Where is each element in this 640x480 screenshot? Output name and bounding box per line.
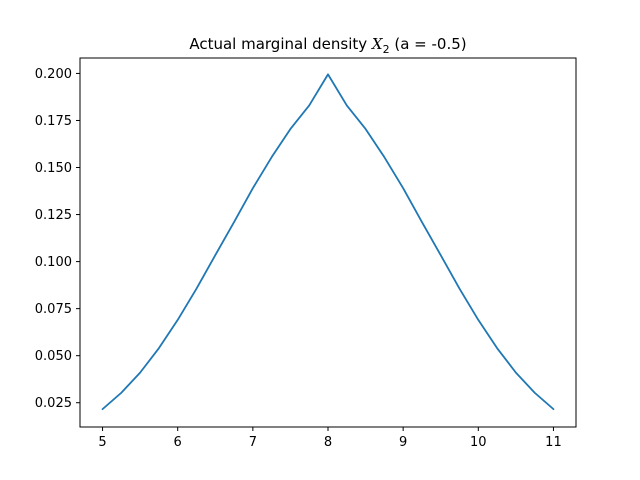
y-tick-label-2: 0.075 <box>35 302 72 317</box>
x-tick-label-3: 8 <box>324 435 332 450</box>
y-tick-label-1: 0.050 <box>35 349 72 364</box>
chart-title-subscript: 2 <box>383 43 390 56</box>
y-tick-label-3: 0.100 <box>35 255 72 270</box>
chart-title-prefix: Actual marginal density <box>189 35 372 53</box>
x-tick-label-2: 7 <box>249 435 257 450</box>
y-tick-label-6: 0.175 <box>35 114 72 129</box>
chart-title-variable: X <box>371 35 384 53</box>
y-tick-label-7: 0.200 <box>35 67 72 82</box>
plot-area: 5 6 7 8 9 10 11 0.025 0.050 0.075 0.100 0.125 0.150 0… <box>35 57 577 450</box>
x-tick-label-5: 10 <box>470 435 487 450</box>
x-tick-label-1: 6 <box>174 435 182 450</box>
y-tick-label-4: 0.125 <box>35 208 72 223</box>
chart-title: Actual marginal density X2 (a = -0.5) <box>189 35 466 56</box>
x-tick-label-0: 5 <box>98 435 106 450</box>
series-line-0 <box>101 73 555 411</box>
x-tick-label-6: 11 <box>545 435 562 450</box>
y-tick-label-0: 0.025 <box>35 396 72 411</box>
y-tick-label-5: 0.150 <box>35 161 72 176</box>
x-tick-label-4: 9 <box>399 435 407 450</box>
chart-title-suffix: (a = -0.5) <box>390 35 467 53</box>
